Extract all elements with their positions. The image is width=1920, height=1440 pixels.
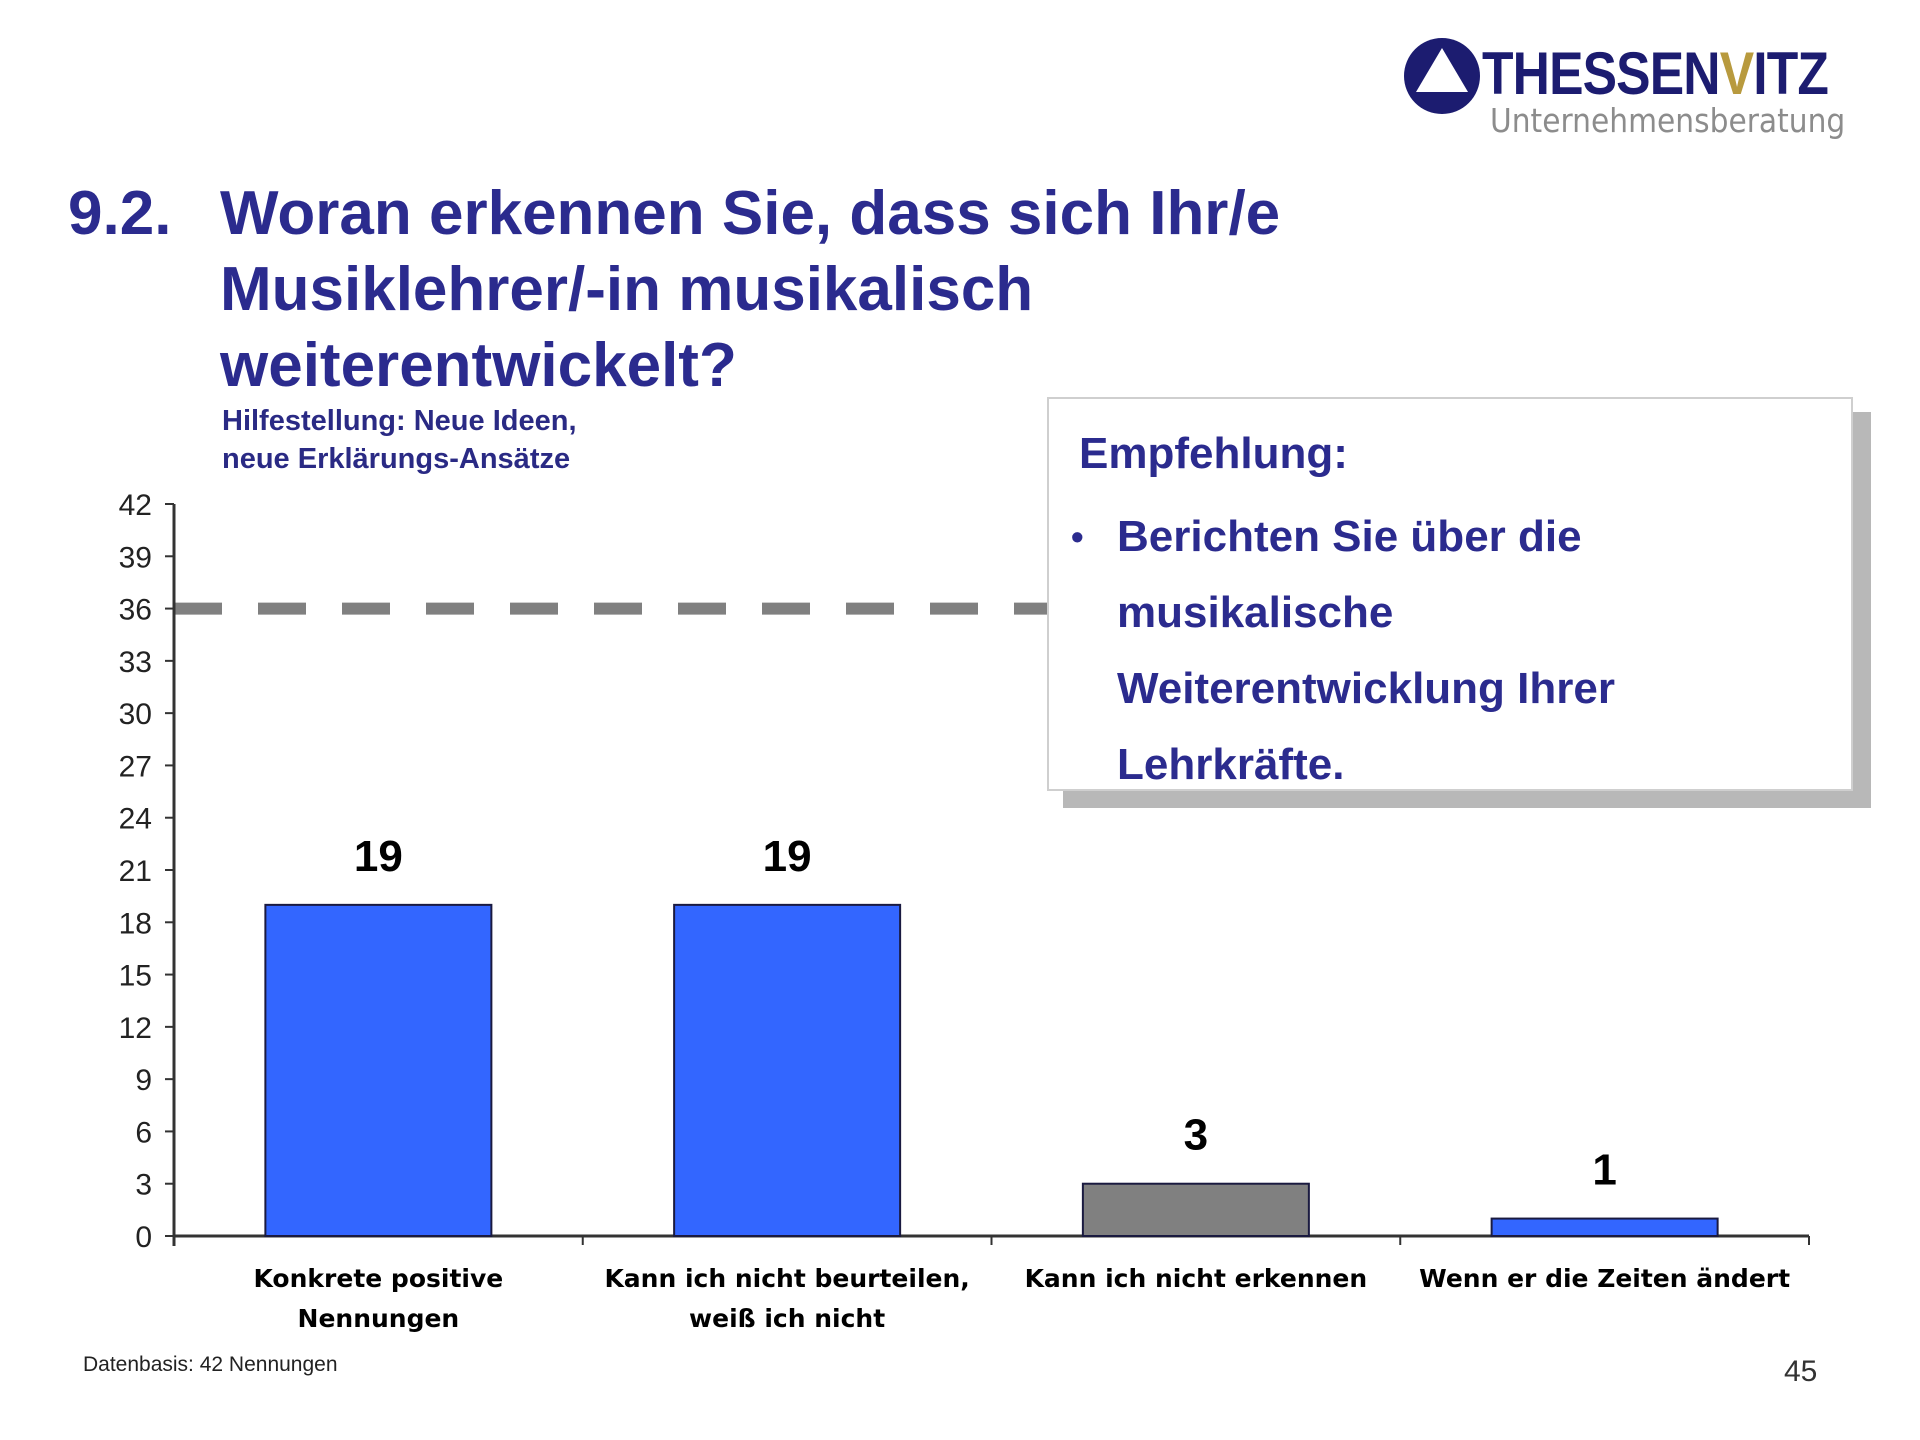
logo-tagline: Unternehmensberatung: [1490, 101, 1846, 140]
value-label: 19: [354, 832, 403, 881]
title-line: weiterentwickelt?: [220, 331, 737, 400]
callout-text: Weiterentwicklung Ihrer: [1117, 664, 1615, 713]
company-logo: THESSENVITZ Unternehmensberatung: [1400, 30, 1900, 150]
labels: 19 Konkrete positive Nennungen 19 Kann ich n…: [254, 832, 1791, 1333]
y-tick-label: 30: [119, 698, 152, 731]
category-label: Konkrete positive: [254, 1264, 504, 1293]
subtitle-line: Hilfestellung: Neue Ideen,: [222, 405, 577, 437]
y-tick-label: 36: [119, 594, 152, 627]
y-tick-label: 21: [119, 855, 152, 888]
callout-text: Lehrkräfte.: [1117, 740, 1345, 789]
value-label: 3: [1184, 1111, 1208, 1160]
value-label: 19: [763, 832, 812, 881]
title-line: Woran erkennen Sie, dass sich Ihr/e: [220, 179, 1281, 248]
page-title: Woran erkennen Sie, dass sich Ihr/e Musi…: [220, 176, 1320, 404]
callout-line: Weiterentwicklung Ihrer: [1071, 651, 1615, 727]
bar: [1081, 1182, 1310, 1237]
subtitle-line: neue Erklärungs-Ansätze: [222, 443, 571, 475]
y-tick-label: 6: [135, 1116, 152, 1149]
logo-brand: THESSENVITZ: [1482, 40, 1829, 107]
section-number: 9.2.: [68, 179, 172, 248]
logo-triangle-icon: [1404, 38, 1480, 114]
bar: [1490, 1217, 1719, 1237]
category-label: Kann ich nicht erkennen: [1025, 1264, 1368, 1293]
y-tick-label: 39: [119, 541, 152, 574]
page-number: 45: [1784, 1355, 1818, 1388]
category-label: Kann ich nicht beurteilen,: [604, 1264, 969, 1293]
category-label: Wenn er die Zeiten ändert: [1419, 1264, 1790, 1293]
y-tick-label: 27: [119, 750, 152, 783]
y-tick-label: 24: [119, 803, 152, 836]
callout-line: musikalische: [1071, 575, 1615, 651]
subtitle-hint: Hilfestellung: Neue Ideen, neue Erklärun…: [222, 402, 577, 478]
callout-line: Lehrkräfte.: [1071, 727, 1615, 803]
callout-list: • Berichten Sie über die musikalische Wei…: [1071, 499, 1615, 803]
y-tick-label: 12: [119, 1012, 152, 1045]
callout-text: musikalische: [1117, 588, 1394, 637]
callout-line: • Berichten Sie über die: [1071, 499, 1615, 575]
y-tick-label: 3: [135, 1169, 152, 1202]
y-tick-label: 42: [119, 489, 152, 522]
bullet-icon: •: [1071, 516, 1084, 557]
bar: [264, 903, 493, 1237]
value-label: 1: [1592, 1146, 1616, 1195]
bars: [264, 903, 1719, 1237]
data-source-note: Datenbasis: 42 Nennungen: [83, 1353, 338, 1376]
y-tick-label: 0: [135, 1221, 152, 1254]
bar: [673, 903, 902, 1237]
category-label: Nennungen: [298, 1304, 460, 1333]
recommendation-callout: Empfehlung: • Berichten Sie über die musi…: [1047, 397, 1853, 791]
y-tick-label: 33: [119, 646, 152, 679]
callout-text: Berichten Sie über die: [1117, 512, 1582, 561]
y-tick-label: 18: [119, 907, 152, 940]
y-tick-label: 15: [119, 960, 152, 993]
category-label: weiß ich nicht: [689, 1304, 885, 1333]
title-line: Musiklehrer/-in musikalisch: [220, 255, 1034, 324]
callout-heading: Empfehlung:: [1079, 429, 1348, 478]
y-tick-label: 9: [135, 1064, 152, 1097]
